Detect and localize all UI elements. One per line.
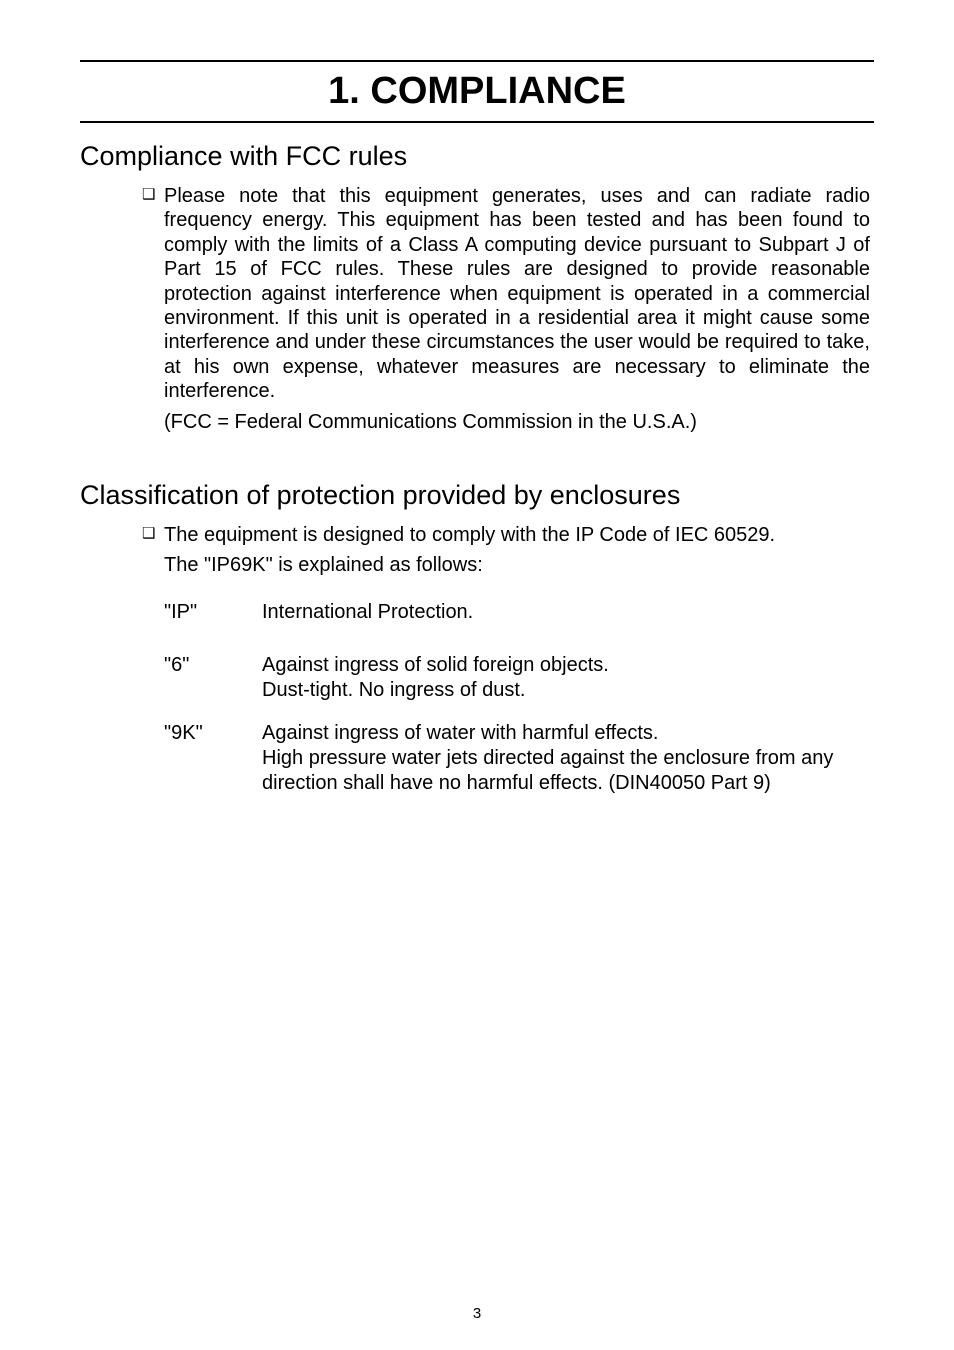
def-6-body: Against ingress of solid foreign objects… (262, 653, 874, 703)
fcc-paragraph: ❑ Please note that this equipment genera… (142, 184, 870, 404)
fcc-note: (FCC = Federal Communications Commission… (142, 410, 870, 434)
bullet-icon: ❑ (142, 525, 155, 543)
def-9k-label: "9K" (164, 721, 262, 796)
def-9k: "9K" Against ingress of water with harmf… (164, 721, 874, 796)
fcc-bullet-block: ❑ Please note that this equipment genera… (142, 184, 870, 434)
def-9k-body: Against ingress of water with harmful ef… (262, 721, 874, 796)
classification-intro-line2: The "IP69K" is explained as follows: (142, 553, 870, 577)
page-number: 3 (0, 1305, 954, 1322)
section-heading-classification: Classification of protection provided by… (80, 480, 874, 511)
section-heading-fcc: Compliance with FCC rules (80, 141, 874, 172)
page-title: 1. COMPLIANCE (80, 70, 874, 113)
title-rule-top (80, 60, 874, 62)
title-rule-bottom (80, 121, 874, 123)
def-ip-body: International Protection. (262, 600, 874, 625)
def-6-label: "6" (164, 653, 262, 703)
bullet-icon: ❑ (142, 186, 155, 204)
classification-bullet-block: ❑ The equipment is designed to comply wi… (142, 523, 870, 578)
def-ip-label: "IP" (164, 600, 262, 625)
fcc-paragraph-text: Please note that this equipment generate… (164, 185, 870, 402)
def-ip: "IP" International Protection. (164, 600, 874, 625)
classification-intro: ❑ The equipment is designed to comply wi… (142, 523, 870, 547)
def-6: "6" Against ingress of solid foreign obj… (164, 653, 874, 703)
classification-intro-line1: The equipment is designed to comply with… (164, 524, 775, 546)
